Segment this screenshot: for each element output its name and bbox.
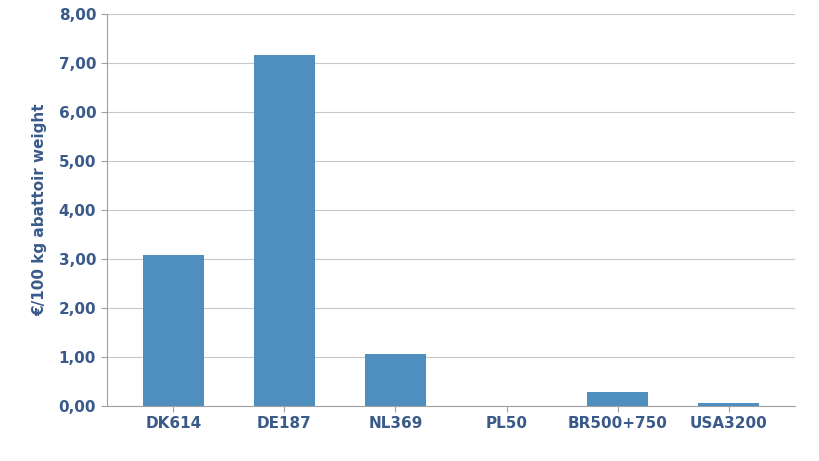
Bar (143, 255, 204, 406)
Bar (364, 354, 426, 406)
Bar (254, 55, 314, 406)
Bar (697, 403, 758, 406)
Bar (586, 392, 647, 406)
Y-axis label: €/100 kg abattoir weight: €/100 kg abattoir weight (33, 103, 48, 316)
